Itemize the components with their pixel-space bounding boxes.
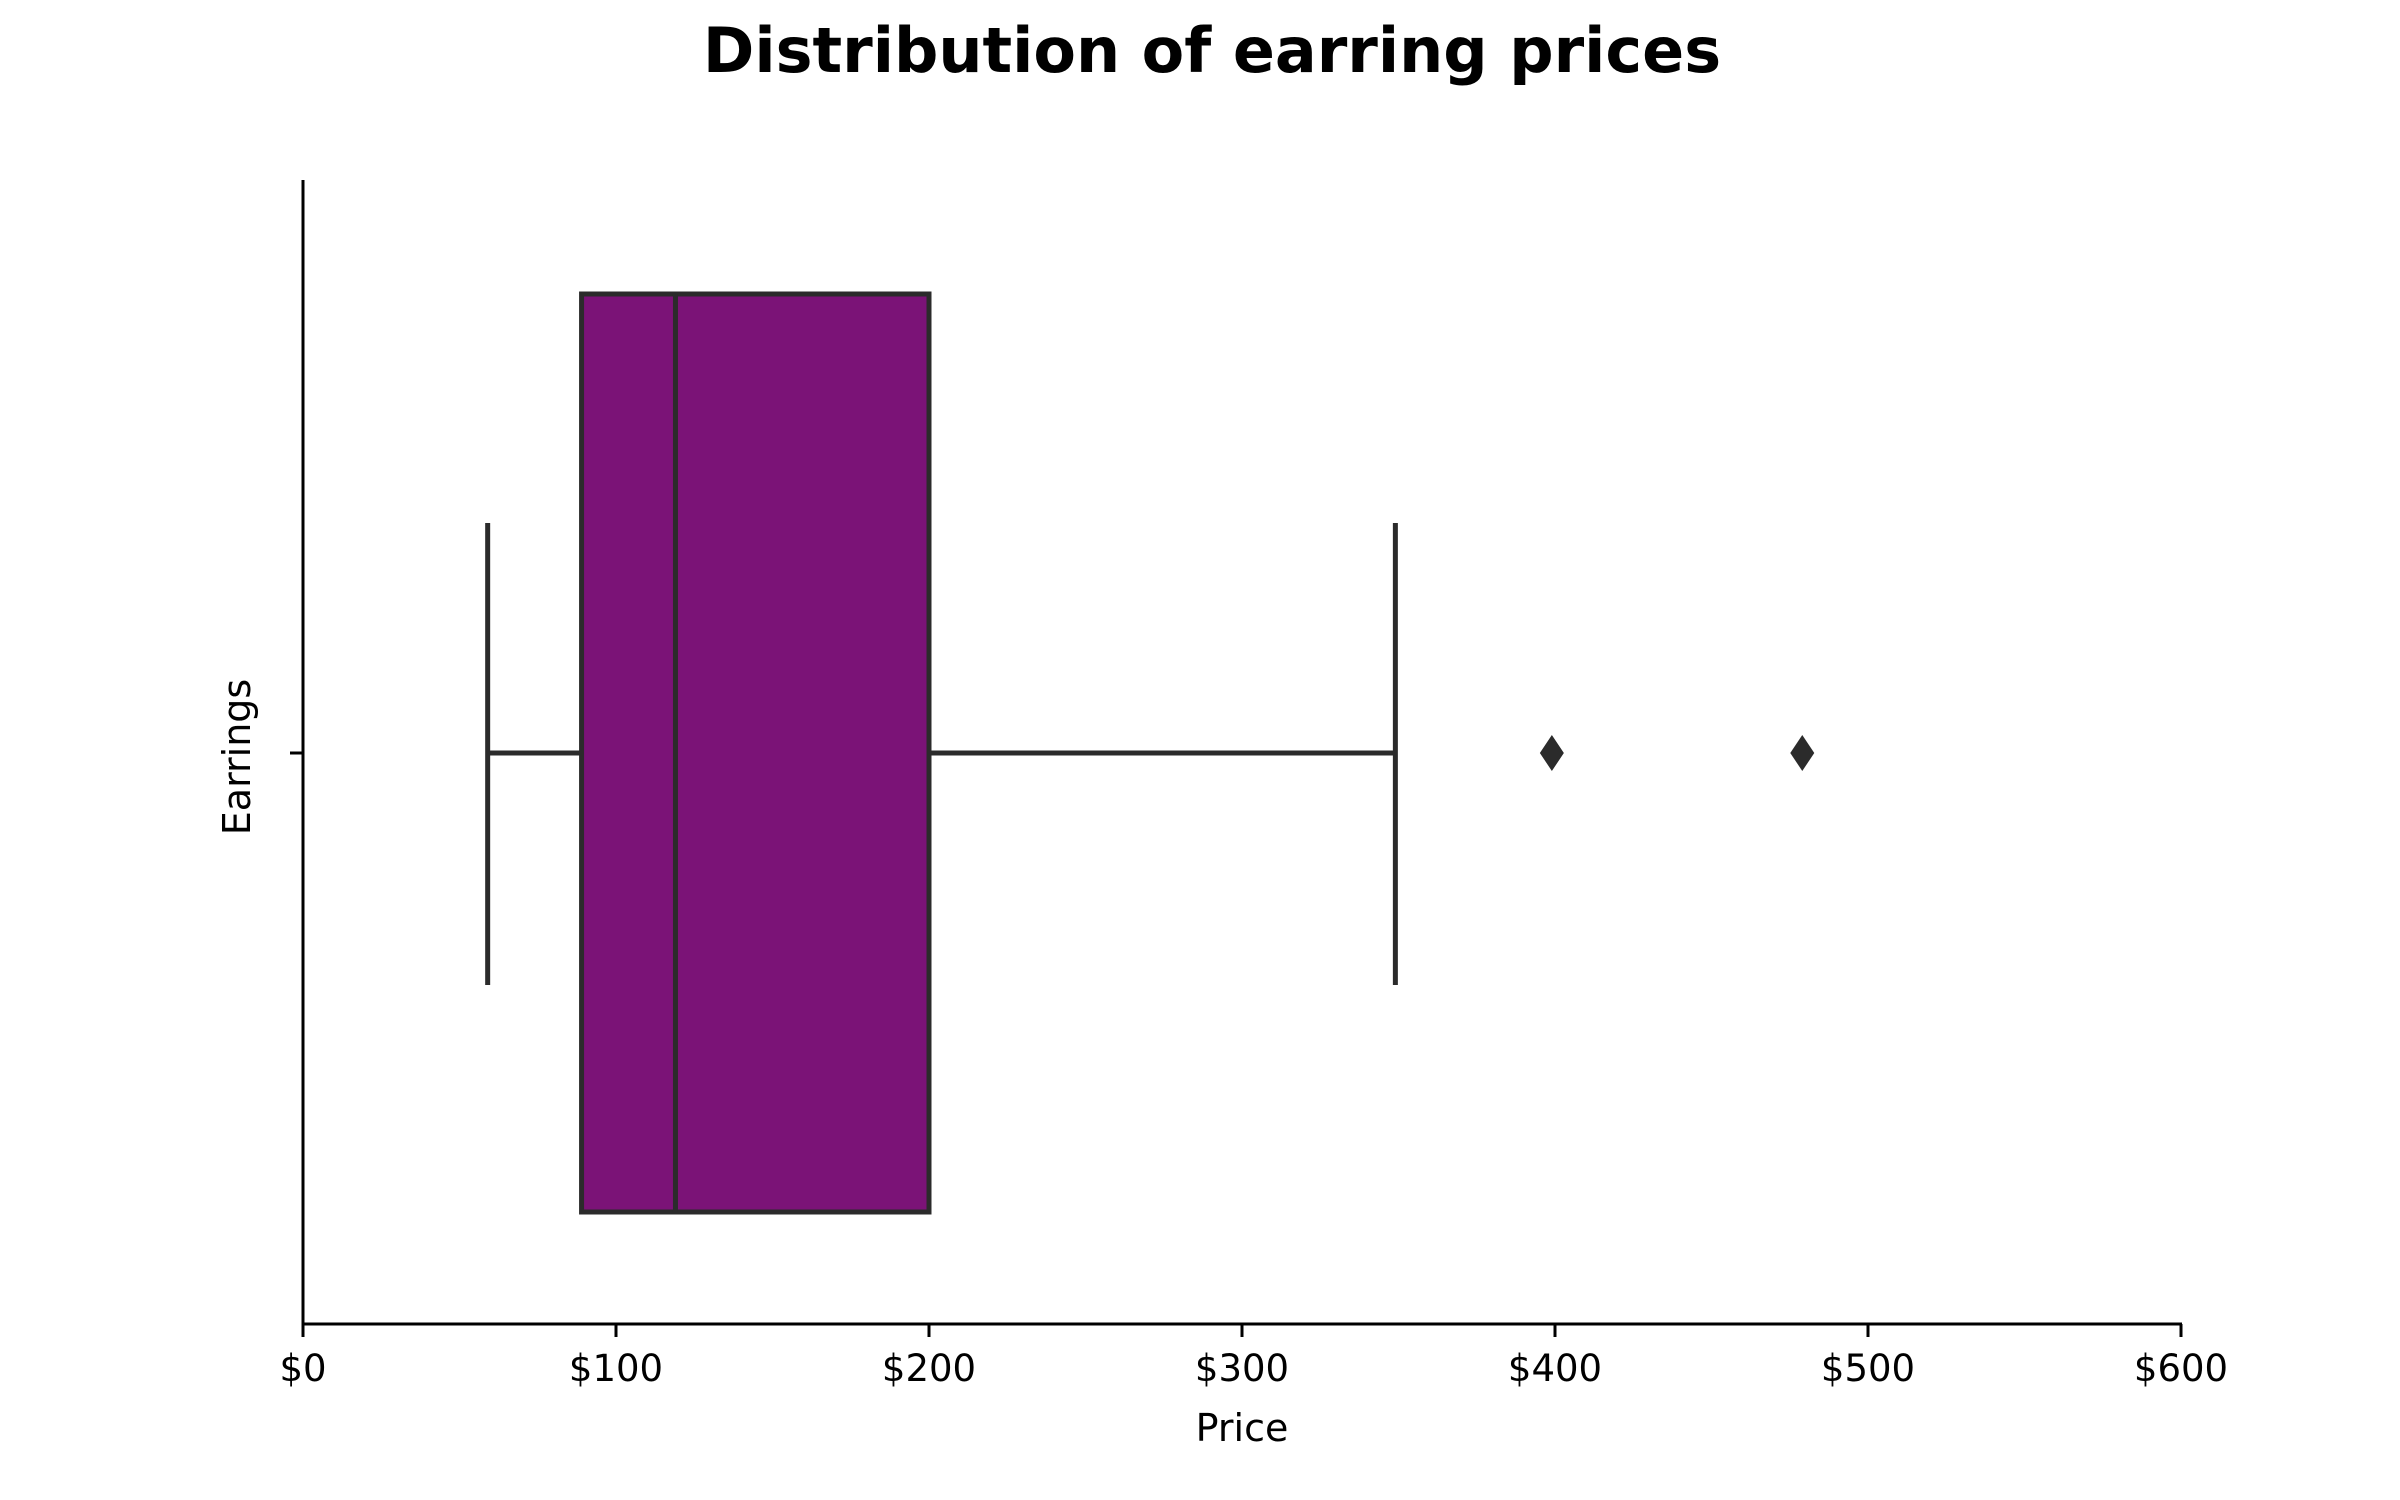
x-tick-label: $200	[882, 1347, 976, 1390]
x-tick-label: $100	[569, 1347, 663, 1390]
x-axis-ticks: $0 $100 $200 $300 $400 $500 $600	[279, 1324, 2228, 1390]
x-tick-label: $600	[2134, 1347, 2228, 1390]
y-axis-label: Earrings	[215, 679, 259, 835]
outlier-point	[1539, 735, 1564, 771]
x-axis-label: Price	[1196, 1406, 1289, 1450]
x-tick-label: $500	[1821, 1347, 1915, 1390]
outlier-point	[1790, 735, 1815, 771]
x-tick-label: $300	[1195, 1347, 1289, 1390]
box-plot-marks	[485, 291, 1815, 1215]
chart-title: Distribution of earring prices	[703, 14, 1721, 87]
iqr-box	[579, 291, 932, 1215]
x-tick-label: $0	[279, 1347, 326, 1390]
x-tick-label: $400	[1508, 1347, 1602, 1390]
